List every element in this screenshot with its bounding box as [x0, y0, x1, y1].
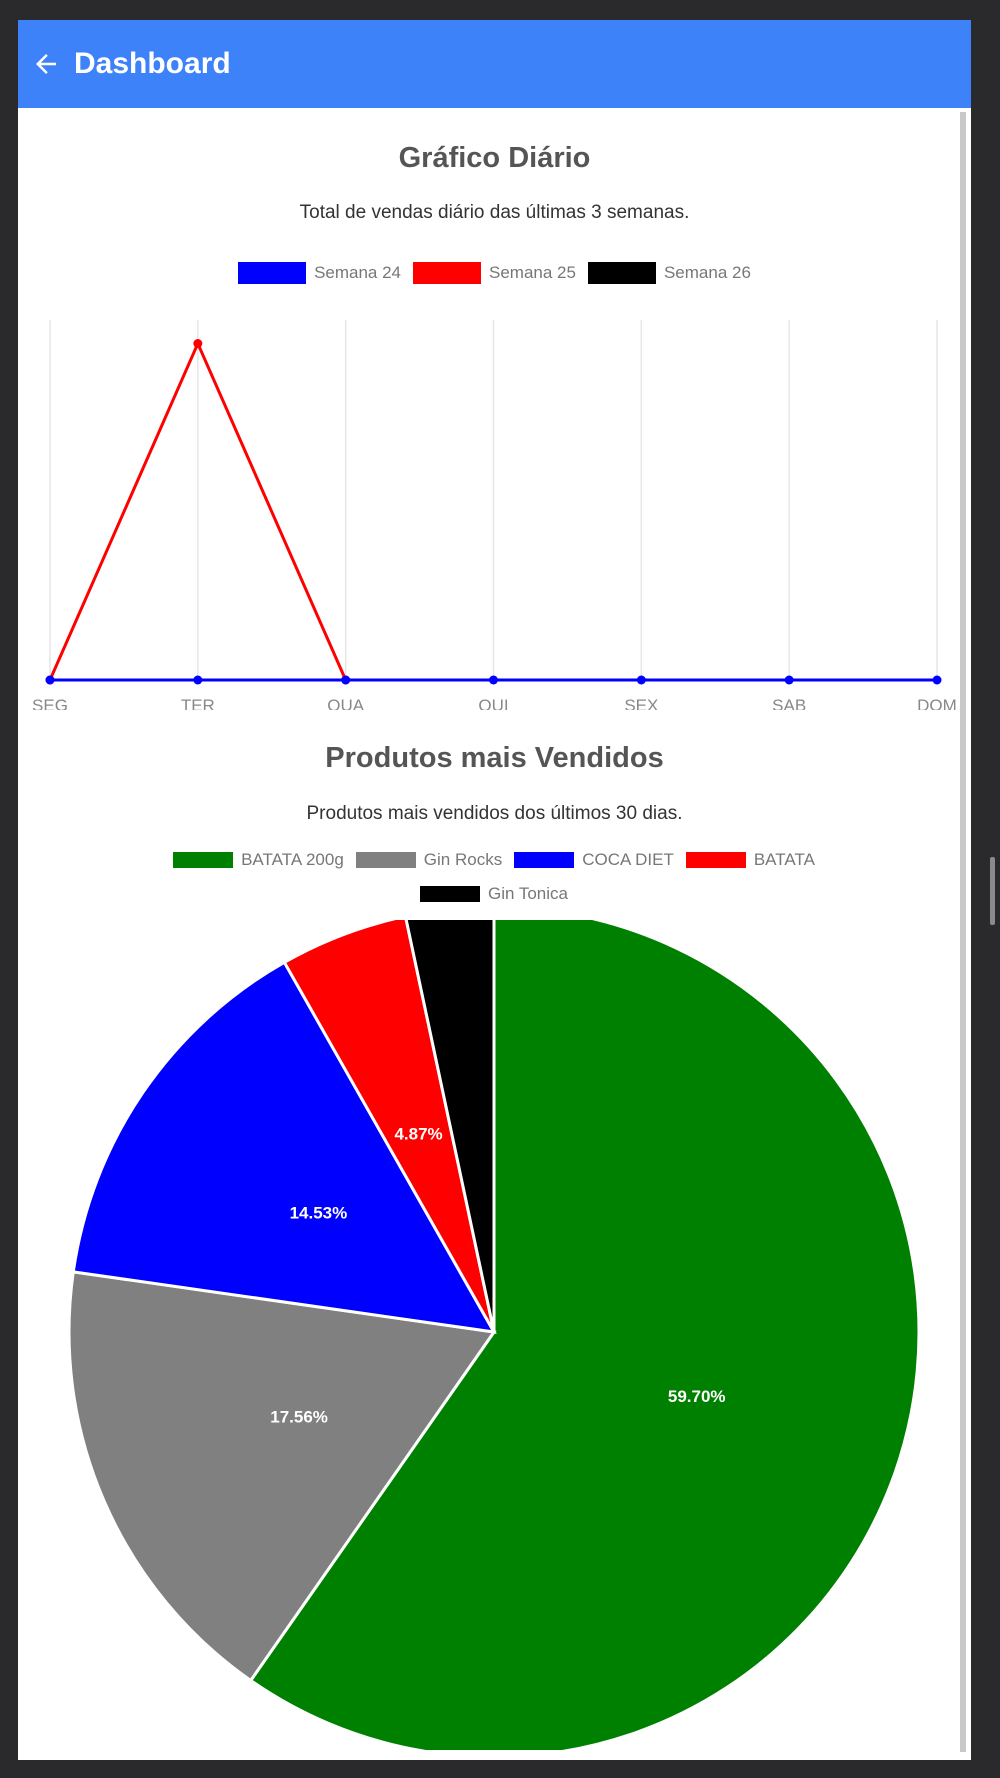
legend-label: COCA DIET [582, 850, 674, 869]
legend-swatch [355, 852, 416, 868]
legend-label: Gin Tonica [487, 884, 568, 903]
x-tick-label: QUI [478, 696, 508, 710]
slice-label: 17.56% [270, 1408, 328, 1427]
legend-label: BATATA [753, 850, 815, 869]
data-point[interactable] [45, 675, 55, 685]
scrollbar[interactable] [960, 112, 966, 1752]
pie-chart: 59.70% 17.56% 14.53% 4.87% [67, 920, 921, 1750]
line-chart-legend: Semana 24 Semana 25 Semana 26 [18, 260, 971, 286]
slice-label: 59.70% [668, 1387, 726, 1406]
pie-slice[interactable] [404, 920, 496, 1333]
x-tick-label: QUA [327, 696, 365, 710]
app-screen: Dashboard Gráfico Diário Total de vendas… [18, 20, 971, 1760]
arrow-left-icon [36, 54, 56, 74]
x-tick-label: SAB [772, 696, 806, 710]
legend-label: Gin Rocks [423, 850, 503, 869]
pie-chart-title: Produtos mais Vendidos [325, 742, 664, 774]
data-point[interactable] [932, 675, 942, 685]
legend-swatch [413, 262, 482, 284]
line-chart-subtitle: Total de vendas diário das últimas 3 sem… [299, 202, 690, 223]
legend-item[interactable]: Semana 26 [587, 262, 751, 284]
legend-swatch [514, 852, 575, 868]
x-tick-label: TER [181, 696, 215, 710]
legend-item[interactable]: BATATA 200g [173, 850, 344, 870]
slice-label: 4.87% [394, 1124, 442, 1143]
app-bar: Dashboard [18, 20, 971, 108]
x-tick-label: DOM [917, 696, 957, 710]
data-point[interactable] [193, 675, 203, 685]
pie-chart-legend: BATATA 200g Gin Rocks COCA DIET BATATA Gin T… [114, 850, 874, 904]
legend-swatch [685, 852, 746, 868]
legend-label: BATATA 200g [241, 850, 344, 869]
pie-slice[interactable] [71, 960, 497, 1334]
data-point[interactable] [341, 675, 351, 685]
legend-swatch [587, 262, 656, 284]
drag-handle[interactable] [990, 857, 995, 925]
legend-label: Semana 24 [314, 263, 402, 282]
line-chart: SEG TER QUA QUI SEX SAB DOM [32, 320, 957, 710]
back-button[interactable] [24, 42, 68, 86]
pie-chart-subtitle: Produtos mais vendidos dos últimos 30 di… [306, 803, 683, 824]
data-point[interactable] [784, 675, 794, 685]
x-tick-label: SEX [624, 696, 658, 710]
legend-label: Semana 26 [663, 263, 751, 282]
pie-slice[interactable] [282, 920, 496, 1333]
legend-item[interactable]: Semana 24 [238, 262, 401, 284]
legend-item[interactable]: BATATA [685, 850, 815, 870]
x-tick-label: SEG [32, 696, 68, 710]
pie-slice[interactable] [67, 1270, 497, 1683]
legend-label: Semana 25 [489, 263, 576, 282]
legend-swatch [238, 262, 307, 284]
legend-item[interactable]: COCA DIET [514, 850, 674, 870]
line-chart-title: Gráfico Diário [398, 142, 591, 174]
slice-label: 14.53% [290, 1203, 348, 1222]
data-point[interactable] [489, 675, 498, 685]
legend-swatch [419, 886, 480, 902]
legend-item[interactable]: Semana 25 [413, 262, 576, 284]
page-title: Dashboard [74, 47, 231, 80]
pie-slice[interactable] [248, 920, 921, 1750]
data-point[interactable] [636, 675, 646, 685]
legend-swatch [173, 852, 234, 868]
data-point[interactable] [193, 339, 203, 349]
legend-item[interactable]: Gin Tonica [419, 884, 568, 904]
legend-item[interactable]: Gin Rocks [355, 850, 503, 870]
